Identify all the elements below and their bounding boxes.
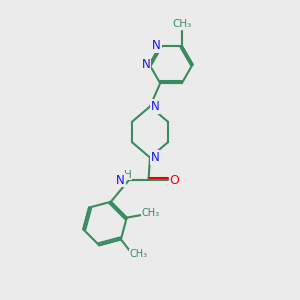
Text: N: N <box>141 58 150 71</box>
Text: O: O <box>170 173 179 187</box>
Text: CH₃: CH₃ <box>130 249 148 260</box>
Text: N: N <box>152 39 161 52</box>
Text: CH₃: CH₃ <box>172 19 191 29</box>
Text: N: N <box>116 173 125 187</box>
Text: N: N <box>151 100 160 113</box>
Text: N: N <box>151 151 160 164</box>
Text: H: H <box>124 169 131 180</box>
Text: CH₃: CH₃ <box>142 208 160 218</box>
